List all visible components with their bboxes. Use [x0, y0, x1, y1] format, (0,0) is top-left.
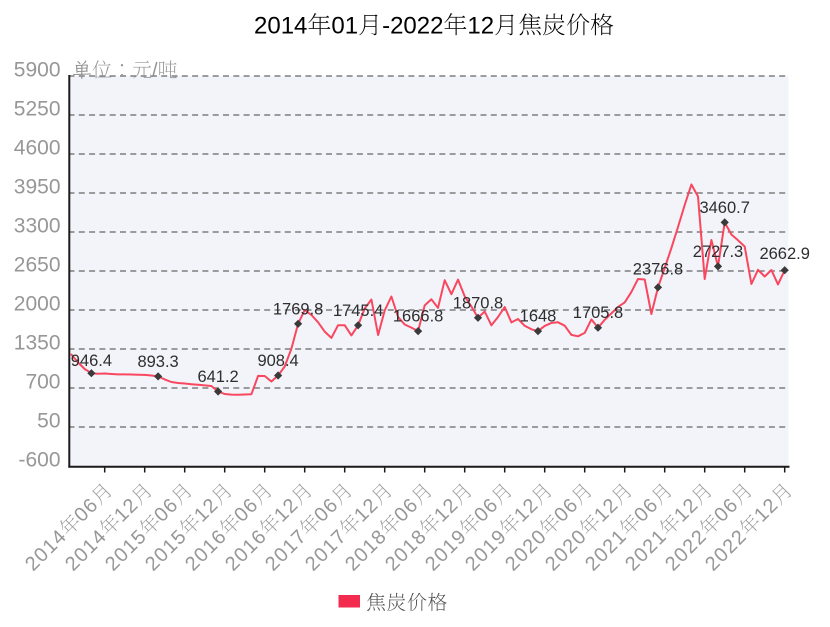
svg-text:2000: 2000	[14, 293, 61, 316]
svg-text:3950: 3950	[14, 176, 61, 199]
svg-text:1705.8: 1705.8	[573, 304, 623, 322]
svg-text:1745.4: 1745.4	[333, 302, 383, 320]
svg-text:893.3: 893.3	[137, 353, 178, 371]
svg-text:/: /	[152, 60, 158, 82]
svg-text:-2022: -2022	[382, 13, 443, 40]
svg-text:50: 50	[37, 410, 60, 433]
svg-text:01: 01	[331, 13, 358, 40]
svg-text:2662.9: 2662.9	[759, 245, 809, 263]
svg-text:1350: 1350	[14, 332, 61, 355]
svg-text:3300: 3300	[14, 215, 61, 238]
svg-text:946.4: 946.4	[71, 352, 112, 370]
svg-text:908.4: 908.4	[257, 352, 298, 370]
svg-text:5250: 5250	[14, 98, 61, 121]
svg-text:4600: 4600	[14, 137, 61, 160]
svg-text:1666.8: 1666.8	[393, 308, 443, 326]
svg-text:700: 700	[25, 371, 60, 394]
svg-text:5900: 5900	[14, 59, 61, 82]
svg-text:-600: -600	[18, 449, 60, 472]
svg-text:2650: 2650	[14, 254, 61, 277]
svg-text:1648: 1648	[520, 308, 557, 326]
svg-text:2014: 2014	[254, 13, 307, 40]
svg-text:1769.8: 1769.8	[273, 300, 323, 318]
svg-text:2727.3: 2727.3	[693, 243, 743, 261]
svg-text:1870.8: 1870.8	[453, 294, 503, 312]
svg-text:12: 12	[467, 13, 494, 40]
svg-text:2376.8: 2376.8	[633, 260, 683, 278]
svg-text:641.2: 641.2	[197, 368, 238, 386]
svg-text:3460.7: 3460.7	[699, 199, 749, 217]
